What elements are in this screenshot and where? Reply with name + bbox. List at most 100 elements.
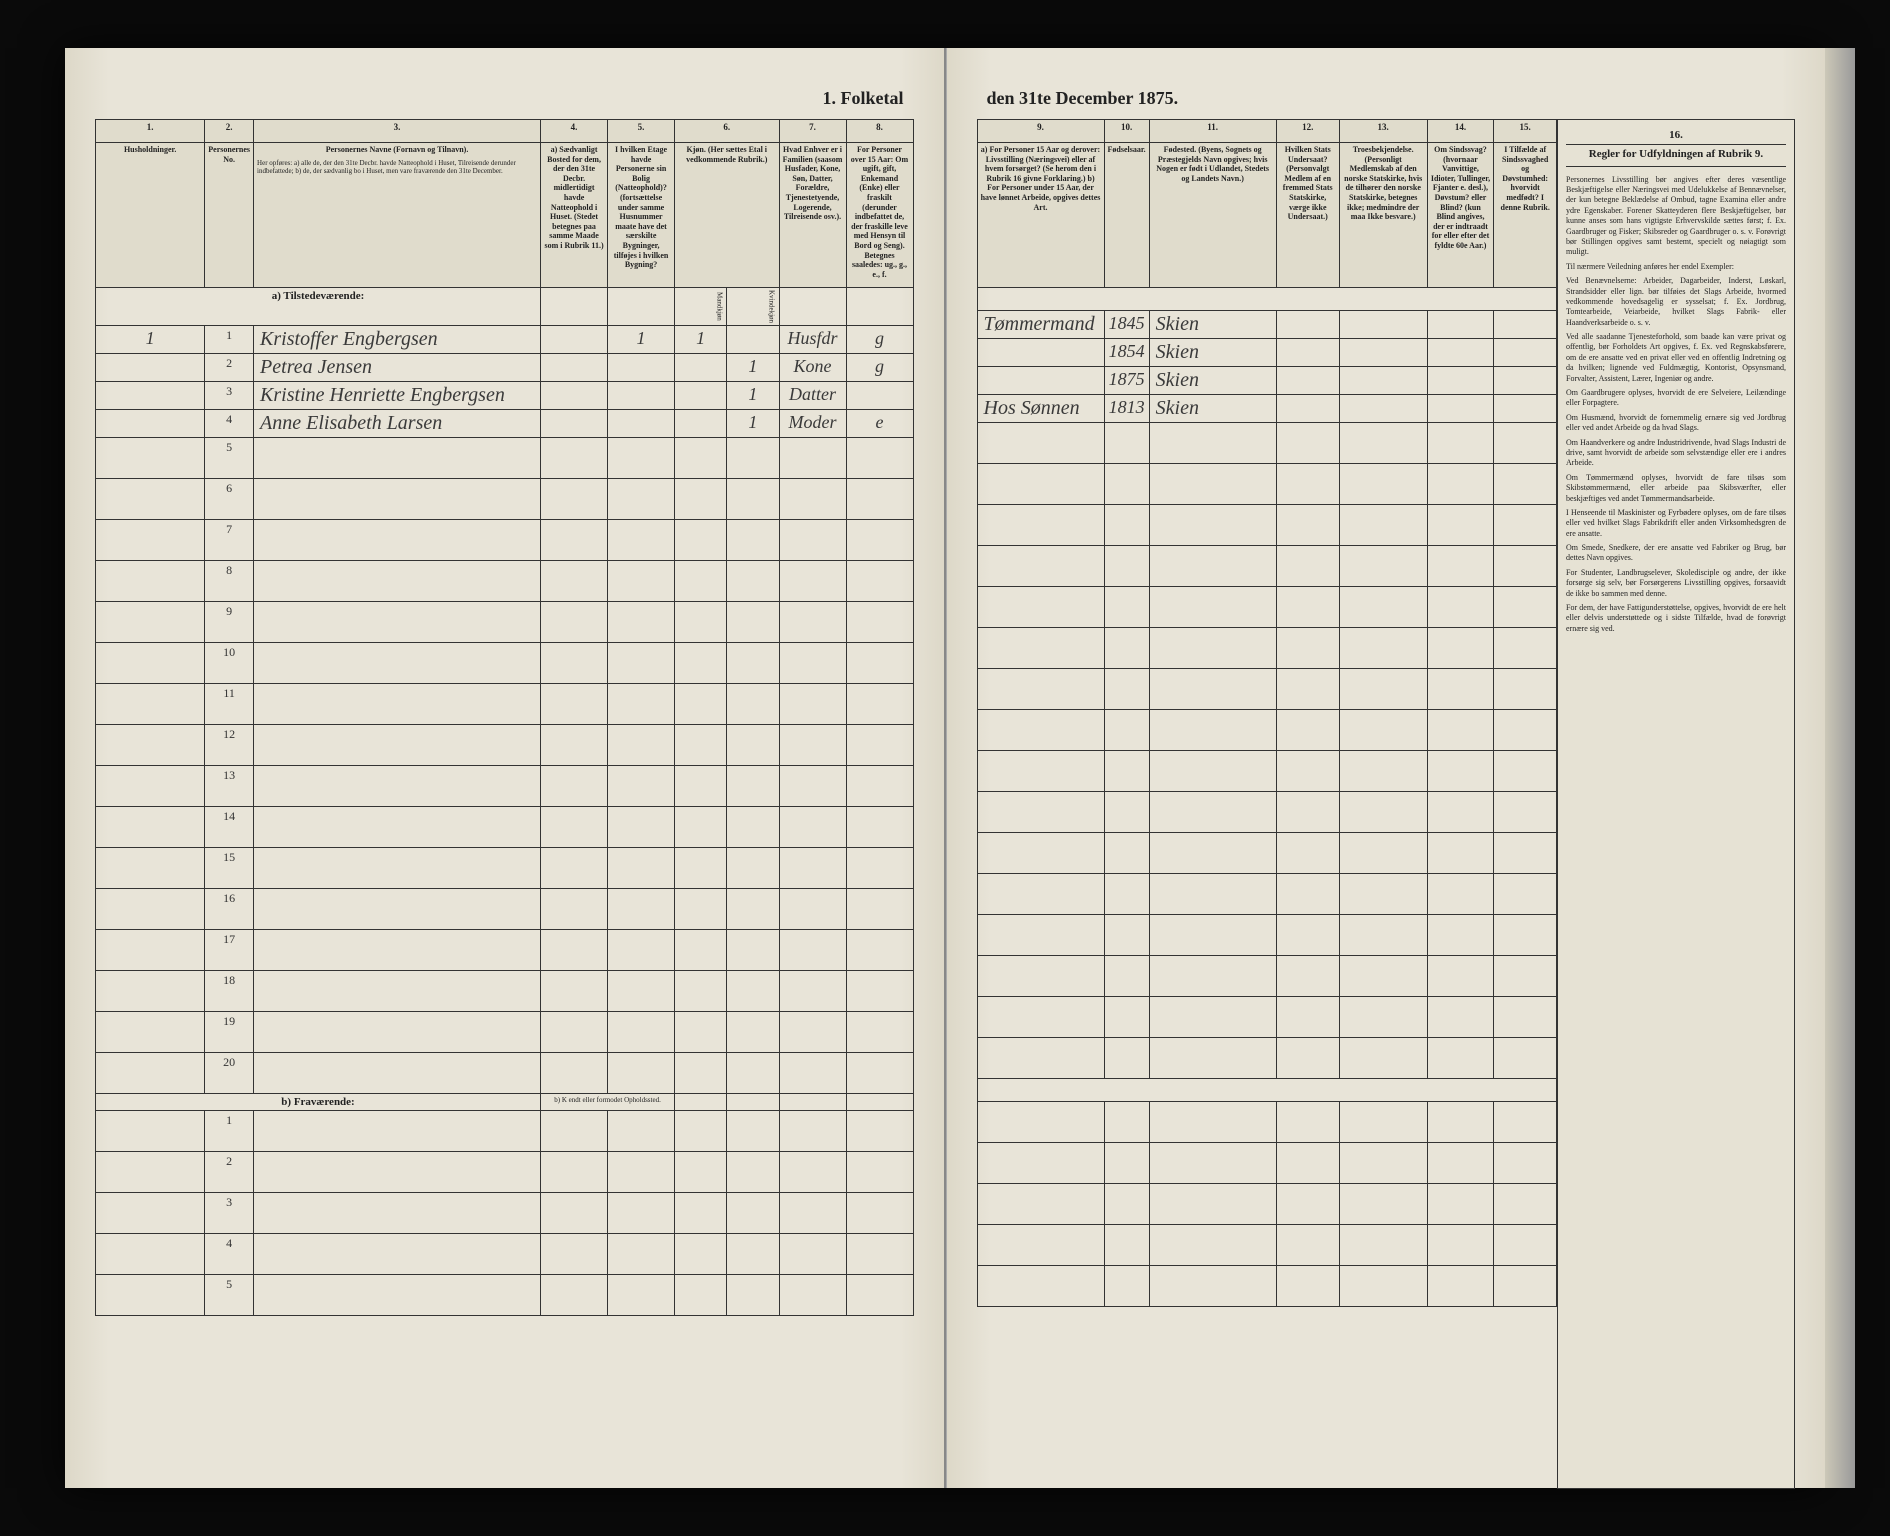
col-num-5: 5. <box>608 120 675 143</box>
col-num-15: 15. <box>1494 120 1557 143</box>
cell: 1 <box>727 382 779 410</box>
table-row: 6 <box>96 479 914 520</box>
rules-para: Til nærmere Veiledning anføres her endel… <box>1566 262 1786 272</box>
cell: 1 <box>205 1111 254 1152</box>
cell: 5 <box>205 438 254 479</box>
cell: 7 <box>205 520 254 561</box>
cell: 18 <box>205 971 254 1012</box>
cell <box>675 410 727 438</box>
col-num-7: 7. <box>779 120 846 143</box>
cell: Moder <box>779 410 846 438</box>
col-num-16: 16. <box>1566 128 1786 145</box>
cell <box>675 382 727 410</box>
cell: g <box>846 354 913 382</box>
rules-para: Personernes Livsstilling bør angives eft… <box>1566 175 1786 258</box>
cell <box>727 326 779 354</box>
col-num-11: 11. <box>1149 120 1276 143</box>
cell: Petrea Jensen <box>254 354 541 382</box>
col-head-5: I hvilken Etage havde Personerne sin Bol… <box>608 143 675 288</box>
col-head-3-title: Personernes Navne (Fornavn og Tilnavn). <box>257 145 537 155</box>
cell: 17 <box>205 930 254 971</box>
absent-note: b) K endt eller formodet Opholdssted. <box>541 1094 675 1111</box>
book-spread: 1. Folketal 1. 2. 3. 4. 5. 6. 7. 8. Hush… <box>0 0 1890 1536</box>
cell: 12 <box>205 725 254 766</box>
cell: 1 <box>727 410 779 438</box>
gender-f: Kvindekjøn <box>727 288 779 326</box>
rules-para: For dem, der have Fattigunderstøttelse, … <box>1566 603 1786 634</box>
cell: 19 <box>205 1012 254 1053</box>
cell: 1875 <box>1104 367 1149 395</box>
cell: Skien <box>1149 311 1276 339</box>
rules-para: For Studenter, Landbrugselever, Skoledis… <box>1566 568 1786 599</box>
table-row: 3 Kristine Henriette Engbergsen 1 Datter <box>96 382 914 410</box>
cell: 3 <box>205 382 254 410</box>
col-head-3: Personernes Navne (Fornavn og Tilnavn). … <box>254 143 541 288</box>
cell: Kone <box>779 354 846 382</box>
cell: Kristoffer Engbergsen <box>254 326 541 354</box>
table-row: 15 <box>96 848 914 889</box>
rules-para: Ved Benævnelserne: Arbeider, Dagarbeider… <box>1566 276 1786 328</box>
cell <box>96 382 205 410</box>
cell: 2 <box>205 354 254 382</box>
cell: 1845 <box>1104 311 1149 339</box>
table-row: 4 Anne Elisabeth Larsen 1 Moder e <box>96 410 914 438</box>
table-row: 20 <box>96 1053 914 1094</box>
col-head-3-desc: Her opføres: a) alle de, der den 31te De… <box>257 159 537 176</box>
cell: Datter <box>779 382 846 410</box>
col-head-2: Personernes No. <box>205 143 254 288</box>
cell: 15 <box>205 848 254 889</box>
col-head-13: Troesbekjendelse. (Personligt Medlemskab… <box>1339 143 1427 288</box>
table-row: 8 <box>96 561 914 602</box>
cell: Anne Elisabeth Larsen <box>254 410 541 438</box>
cell: Hos Sønnen <box>977 395 1104 423</box>
col-head-8: For Personer over 15 Aar: Om ugift, gift… <box>846 143 913 288</box>
col-num-12: 12. <box>1276 120 1339 143</box>
col-num-1: 1. <box>96 120 205 143</box>
table-row: 1 1 Kristoffer Engbergsen 1 1 Husfdr g <box>96 326 914 354</box>
rules-para: Om Tømmermænd oplyses, hvorvidt de fare … <box>1566 473 1786 504</box>
table-row: Tømmermand 1845 Skien <box>977 311 1557 339</box>
rules-para: Om Haandverkere og andre Industridrivend… <box>1566 438 1786 469</box>
table-row: 16 <box>96 889 914 930</box>
cell: g <box>846 326 913 354</box>
cell <box>977 339 1104 367</box>
cell: 1 <box>205 326 254 354</box>
col-head-1: Husholdninger. <box>96 143 205 288</box>
cell <box>846 382 913 410</box>
col-head-6-title: Kjøn. (Her sættes Etal i vedkommende Rub… <box>678 145 775 164</box>
cell: 4 <box>205 410 254 438</box>
col-num-2: 2. <box>205 120 254 143</box>
col-head-6: Kjøn. (Her sættes Etal i vedkommende Rub… <box>675 143 779 288</box>
rules-body: Personernes Livsstilling bør angives eft… <box>1566 175 1786 635</box>
page-edge-icon <box>1825 48 1855 1488</box>
cell: 4 <box>205 1234 254 1275</box>
table-row: 1 <box>96 1111 914 1152</box>
table-row: 1875 Skien <box>977 367 1557 395</box>
col-num-6: 6. <box>675 120 779 143</box>
left-page: 1. Folketal 1. 2. 3. 4. 5. 6. 7. 8. Hush… <box>65 48 946 1488</box>
rules-para: Om Smede, Snedkere, der ere ansatte ved … <box>1566 543 1786 564</box>
table-row: 11 <box>96 684 914 725</box>
page-title-left: 1. Folketal <box>95 88 914 109</box>
table-row: 18 <box>96 971 914 1012</box>
col-head-12: Hvilken Stats Undersaat? (Personvalgt Me… <box>1276 143 1339 288</box>
rules-para: Om Gaardbrugere oplyses, hvorvidt de ere… <box>1566 388 1786 409</box>
col-head-10: Fødselsaar. <box>1104 143 1149 288</box>
rules-para: I Henseende til Maskinister og Fyrbødere… <box>1566 508 1786 539</box>
col-num-14: 14. <box>1427 120 1494 143</box>
cell: 3 <box>205 1193 254 1234</box>
col-num-10: 10. <box>1104 120 1149 143</box>
cell: 11 <box>205 684 254 725</box>
cell: 2 <box>205 1152 254 1193</box>
cell: 13 <box>205 766 254 807</box>
col-num-4: 4. <box>541 120 608 143</box>
cell <box>675 354 727 382</box>
cell: 1 <box>675 326 727 354</box>
col-num-9: 9. <box>977 120 1104 143</box>
gender-m: Mandkjøn <box>675 288 727 326</box>
cell: 10 <box>205 643 254 684</box>
cell: 1813 <box>1104 395 1149 423</box>
cell: 14 <box>205 807 254 848</box>
right-panel: 9. 10. 11. 12. 13. 14. 15. a) For Person… <box>977 119 1796 1489</box>
cell <box>96 354 205 382</box>
